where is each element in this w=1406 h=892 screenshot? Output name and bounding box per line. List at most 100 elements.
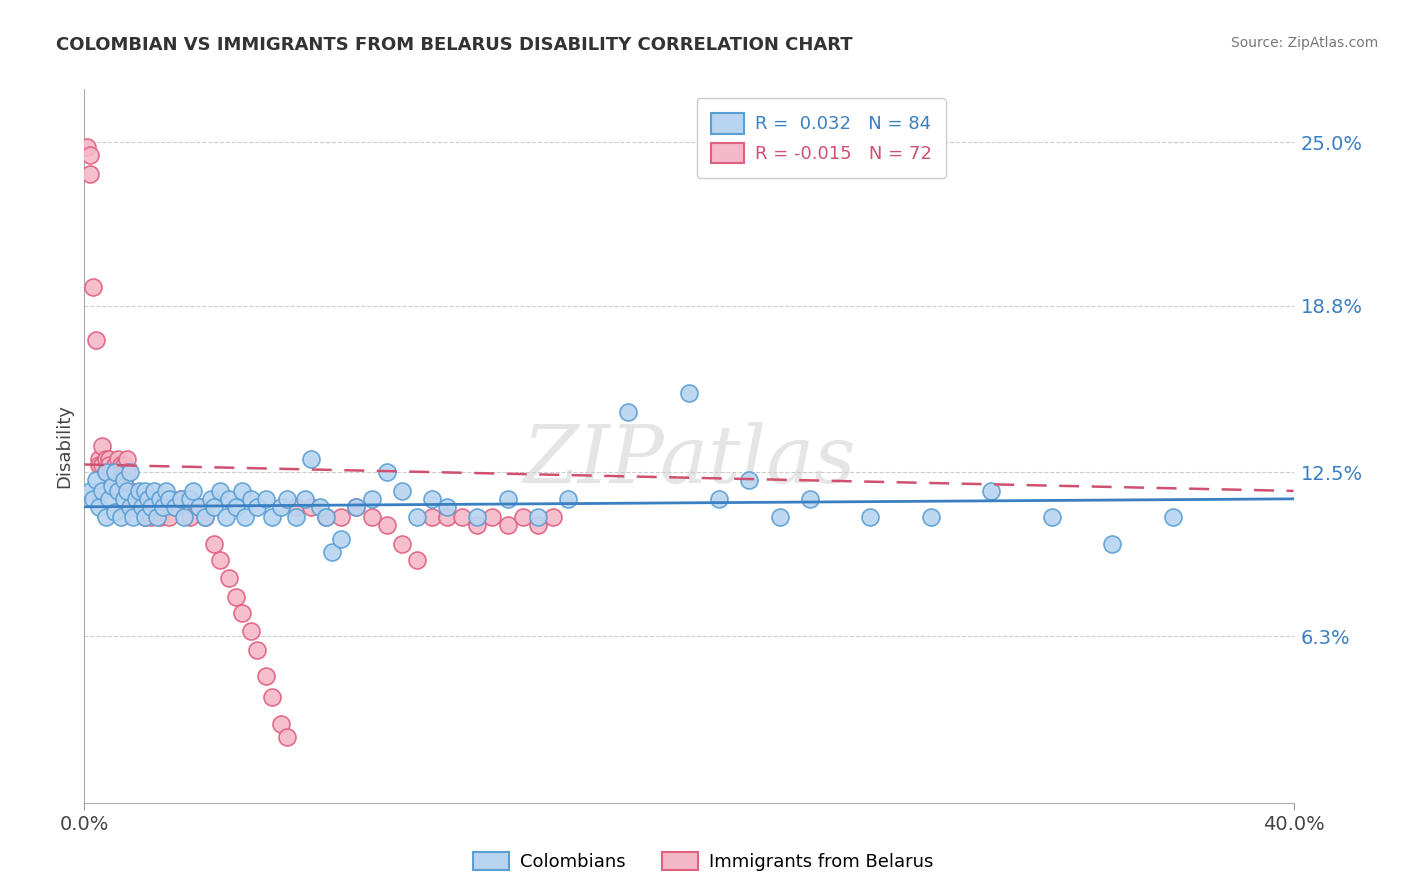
Point [231,606,253,620]
Point [134,483,156,498]
Point [231,483,253,498]
Point [100,478,122,492]
Point [346,500,368,514]
Point [104,458,127,472]
Point [527,510,550,524]
Point [188,500,211,514]
Point [799,491,821,506]
Point [134,510,156,524]
Point [155,483,177,498]
Point [769,510,792,524]
Point [215,510,238,524]
Y-axis label: Disability: Disability [55,404,73,488]
Point [97,458,120,472]
Point [82,280,104,294]
Point [110,510,132,524]
Point [330,532,353,546]
Point [557,491,579,506]
Point [218,571,240,585]
Point [94,466,117,480]
Point [209,552,232,566]
Point [294,491,316,506]
Point [97,491,120,506]
Point [136,491,159,506]
Text: Source: ZipAtlas.com: Source: ZipAtlas.com [1230,36,1378,50]
Point [107,483,129,498]
Point [512,510,534,524]
Point [617,404,640,418]
Point [112,458,135,472]
Text: ZIPatlas: ZIPatlas [522,422,856,499]
Point [136,500,159,514]
Point [330,510,353,524]
Point [225,500,247,514]
Point [173,510,195,524]
Point [194,510,217,524]
Point [94,452,117,467]
Point [155,500,177,514]
Point [321,545,343,559]
Point [142,500,165,514]
Point [406,552,429,566]
Point [79,167,101,181]
Point [104,466,127,480]
Point [285,510,308,524]
Point [76,140,98,154]
Point [91,483,114,498]
Point [299,500,322,514]
Point [121,510,143,524]
Point [920,510,942,524]
Point [451,510,474,524]
Point [209,483,232,498]
Point [104,505,127,519]
Point [678,386,700,401]
Point [541,510,564,524]
Point [260,510,283,524]
Point [146,510,169,524]
Point [496,491,519,506]
Point [239,491,262,506]
Point [200,491,222,506]
Point [496,518,519,533]
Point [89,452,111,467]
Point [309,500,332,514]
Point [406,510,429,524]
Point [118,483,141,498]
Legend: R =  0.032   N = 84, R = -0.015   N = 72: R = 0.032 N = 84, R = -0.015 N = 72 [697,98,946,178]
Point [125,491,148,506]
Point [149,491,172,506]
Point [97,452,120,467]
Point [110,458,132,472]
Point [131,500,153,514]
Point [100,466,122,480]
Point [157,491,180,506]
Point [391,483,413,498]
Point [246,500,269,514]
Point [149,510,172,524]
Point [82,491,104,506]
Point [315,510,337,524]
Point [165,500,187,514]
Point [107,452,129,467]
Point [270,500,292,514]
Point [179,491,201,506]
Point [239,624,262,638]
Point [131,500,153,514]
Point [100,474,122,488]
Point [128,483,150,498]
Point [254,491,277,506]
Point [246,642,269,657]
Point [79,148,101,162]
Point [738,474,761,488]
Point [260,690,283,704]
Point [225,590,247,604]
Point [709,491,731,506]
Point [179,510,201,524]
Point [391,537,413,551]
Point [139,510,162,524]
Point [194,510,217,524]
Point [104,466,127,480]
Point [420,491,443,506]
Point [112,474,135,488]
Point [134,510,156,524]
